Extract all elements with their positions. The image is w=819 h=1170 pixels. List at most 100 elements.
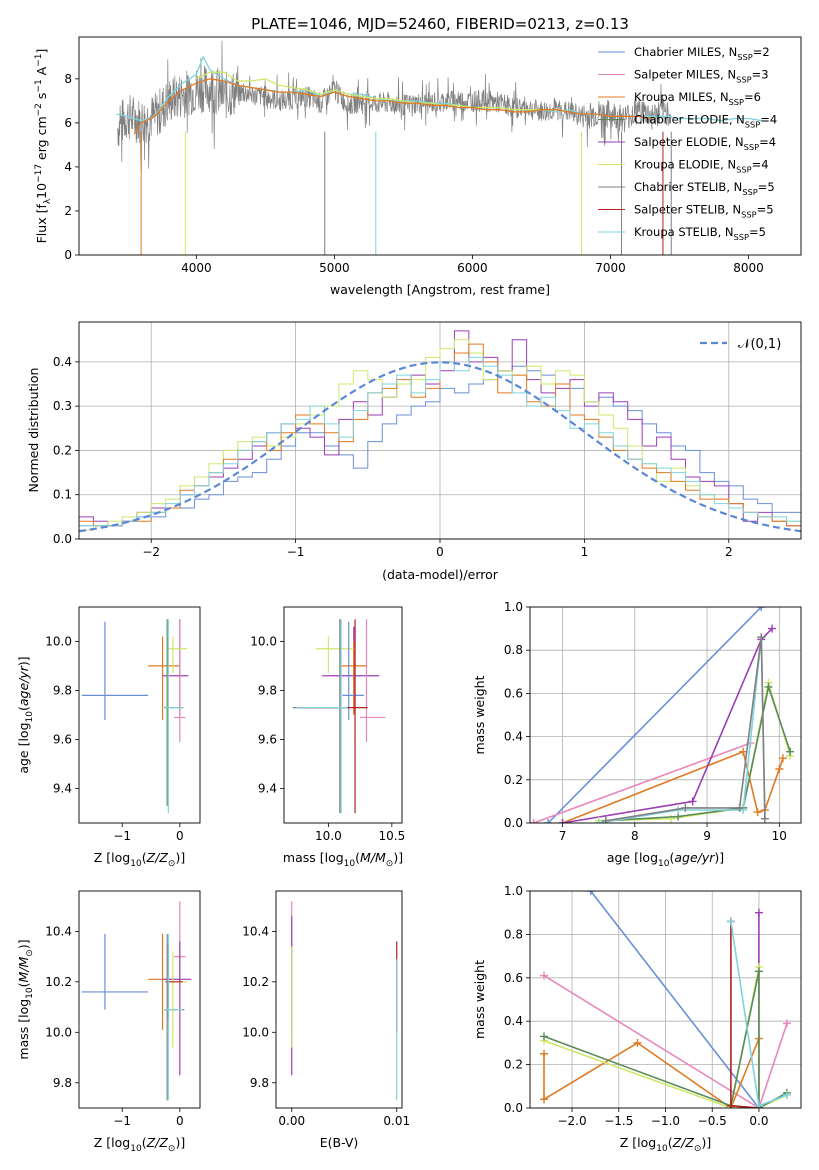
plot-area-age_vs_Z [81,619,189,814]
weight-marker [726,917,735,926]
weight-line [543,974,788,1108]
y-tick-label: 10.4 [242,924,269,938]
x-axis-label: Z [log10(Z/Z⊙)] [94,850,185,869]
plot-area-age_vs_mass [292,619,386,814]
y-tick-label: 9.8 [53,683,72,697]
y-tick-label: 1.0 [504,600,523,614]
weight-marker [586,891,595,895]
normal-curve [79,361,801,533]
plot-area-residuals [79,330,801,539]
y-tick-label: 0.4 [53,355,72,369]
weight-marker [739,747,748,756]
weight-marker [601,816,610,823]
x-tick-label: 7 [559,829,567,843]
legend-label: Kroupa MILES, NSSP=6 [634,90,761,107]
y-tick-label: 10.0 [242,1025,269,1039]
legend-label: Salpeter STELIB, NSSP=5 [634,203,774,220]
x-axis-label: mass [log10(M/M⊙)] [283,850,403,869]
y-tick-label: 0 [64,248,72,262]
weight-line [533,742,751,823]
weight-line [598,681,791,822]
weight-marker [633,1038,642,1047]
weight-marker [757,633,766,642]
x-tick-label: −1 [287,545,305,559]
legend-label: 𝒩(0,1) [738,337,781,352]
weight-marker [754,908,763,917]
weight-marker [594,819,603,823]
weight-marker [540,1032,549,1041]
x-tick-label: 8 [631,829,639,843]
x-tick-label: 4000 [181,261,212,275]
weight-marker [778,754,787,763]
axes-age_vs_Z: −1 0 9.4 9.6 9.8 10.0 Z [log10(Z/Z⊙)] age [log1… [16,606,201,869]
weight-marker [735,803,744,812]
x-axis-label: (data-model)/error [382,567,499,582]
y-tick-label: 10.4 [45,924,72,938]
y-tick-label: 9.8 [258,683,277,697]
axes-spectrum: 4000 5000 6000 7000 8000 0 2 4 6 8 Chabrier MILES,… [34,36,802,297]
y-tick-label: 0.0 [504,816,523,830]
x-axis-label: Z [log10(Z/Z⊙)] [620,1135,711,1154]
plot-area-spectrum [116,40,763,255]
x-tick-label: 0 [176,1114,184,1128]
x-tick-label: 9 [703,829,711,843]
weight-line [562,628,773,823]
x-tick-label: 5000 [319,261,350,275]
x-axis-label: wavelength [Angstrom, rest frame] [330,282,550,297]
y-axis-label: mass weight [472,960,487,1039]
y-tick-label: 10.0 [45,634,72,648]
y-tick-label: 9.4 [258,782,277,796]
y-tick-label: 0.2 [53,443,72,457]
y-tick-label: 9.8 [53,1076,72,1090]
weight-marker [754,1101,763,1108]
y-tick-label: 0.8 [504,927,523,941]
y-tick-label: 8 [64,72,72,86]
histogram-step [79,365,801,539]
axes-mass_vs_ebv: 0.00 0.01 9.8 10.0 10.2 10.4 E(B-V) [242,890,410,1150]
y-tick-label: 0.6 [504,686,523,700]
plot-area-mass_vs_Z [81,901,192,1101]
weight-marker [786,747,795,756]
x-axis-label: age [log10(age/yr)] [607,850,724,869]
weight-marker [760,814,769,823]
x-tick-label: 7000 [595,261,626,275]
x-tick-label: −1 [113,829,131,843]
legend-label: Salpeter ELODIE, NSSP=4 [634,135,776,152]
y-tick-label: 9.6 [258,733,277,747]
y-tick-label: 10.0 [250,634,277,648]
legend-label: Kroupa STELIB, NSSP=5 [634,225,766,242]
legend-label: Chabrier ELODIE, NSSP=4 [634,113,777,130]
y-tick-label: 1.0 [504,884,523,898]
y-tick-label: 6 [64,116,72,130]
weight-line [562,750,784,823]
y-tick-label: 0.0 [53,532,72,546]
y-axis-label: Normed distribution [26,368,41,493]
y-tick-label: 9.4 [53,782,72,796]
legend-label: Chabrier STELIB, NSSP=5 [634,180,775,197]
y-tick-label: 0.1 [53,488,72,502]
weight-line [605,636,766,822]
y-tick-label: 2 [64,204,72,218]
axes-weight_vs_Z: −2.0 −1.5 −1.0 −0.5 0.0 0.0 0.2 0.4 0.6 0.8 1.0 Z [… [472,884,802,1154]
weight-marker [754,967,763,976]
weight-marker [753,808,762,817]
axes-frame [78,321,802,540]
y-tick-label: 0.2 [504,1058,523,1072]
x-axis-label: E(B-V) [320,1135,359,1150]
legend: Chabrier MILES, NSSP=2 Salpeter MILES, NS… [598,45,777,242]
model-line [133,78,653,135]
plot-area-weight_vs_Z [540,891,791,1108]
weight-line [547,607,762,823]
spectrum-data-noise [117,40,669,172]
x-tick-label: −2 [142,545,160,559]
plot-area-weight_vs_age [530,607,795,823]
y-axis-label: mass weight [472,675,487,754]
weight-marker [558,819,567,823]
x-tick-label: 0 [436,545,444,559]
figure-title: PLATE=1046, MJD=52460, FIBERID=0213, z=0… [251,15,629,33]
weight-marker [726,1101,735,1108]
y-tick-label: 9.6 [53,733,72,747]
weight-marker [544,819,553,823]
x-tick-label: 0.0 [749,1114,768,1128]
